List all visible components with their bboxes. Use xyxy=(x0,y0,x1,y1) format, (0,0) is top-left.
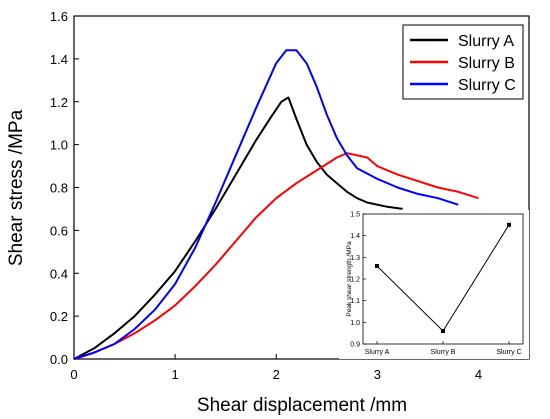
inset-y-tick-label: 1.2 xyxy=(350,277,360,284)
inset-y-tick-label: 1.0 xyxy=(350,320,360,327)
x-tick-label: 4 xyxy=(475,367,482,382)
inset-y-tick-label: 1.3 xyxy=(350,255,360,262)
legend-label-slurry-c: Slurry C xyxy=(458,77,516,94)
inset-y-tick-label: 0.9 xyxy=(350,342,360,349)
inset-data-point xyxy=(507,222,511,227)
series-line-slurry-b xyxy=(73,152,479,360)
x-tick-label: 1 xyxy=(171,367,178,382)
inset-background xyxy=(339,210,529,359)
main-ticks: 0 1 2 3 4 0.0 0.2 0.4 0.6 0.8 1.0 1.2 1.4 1.6 xyxy=(50,9,482,382)
legend-label-slurry-a: Slurry A xyxy=(458,33,514,50)
inset-x-tick-label: Slurry C xyxy=(496,349,521,356)
x-axis-label: Shear displacement /mm xyxy=(197,395,407,416)
inset-series-group xyxy=(375,222,511,333)
inset-x-tick-label: Slurry B xyxy=(431,349,456,356)
inset-data-point xyxy=(441,329,445,333)
x-tick-label: 0 xyxy=(70,367,77,382)
inset-y-tick-label: 1.1 xyxy=(350,298,360,305)
inset-data-point xyxy=(375,264,379,268)
y-tick-label: 1.6 xyxy=(50,9,68,24)
inset-y-tick-label: 1.5 xyxy=(350,212,360,219)
y-tick-label: 0.8 xyxy=(50,181,68,196)
legend: Slurry A Slurry B Slurry C xyxy=(402,24,524,100)
y-axis-label: Shear stress /MPa xyxy=(6,109,27,266)
series-line-slurry-a xyxy=(73,96,403,360)
series-line-slurry-c xyxy=(73,49,459,360)
x-tick-label: 3 xyxy=(374,367,381,382)
y-tick-label: 1.4 xyxy=(50,52,68,67)
inset-y-axis-label: Peak shear strength /MPa xyxy=(346,241,353,317)
legend-label-slurry-b: Slurry B xyxy=(458,55,515,72)
main-series-group xyxy=(73,49,479,360)
y-tick-label: 0.2 xyxy=(50,309,68,324)
inset-chart: 0.9 1.0 1.1 1.2 1.3 1.4 1.5 Slurry A Slurry B Slu… xyxy=(339,210,529,359)
y-tick-label: 1.2 xyxy=(50,95,68,110)
y-tick-label: 0.0 xyxy=(50,352,68,367)
inset-x-tick-label: Slurry A xyxy=(365,349,390,356)
y-tick-label: 0.6 xyxy=(50,223,68,238)
inset-y-tick-label: 1.4 xyxy=(350,233,360,240)
x-tick-label: 2 xyxy=(273,367,280,382)
y-tick-label: 0.4 xyxy=(50,266,68,281)
y-tick-label: 1.0 xyxy=(50,138,68,153)
inset-ticks: 0.9 1.0 1.1 1.2 1.3 1.4 1.5 Slurry A Slurry B Slu… xyxy=(350,212,521,357)
